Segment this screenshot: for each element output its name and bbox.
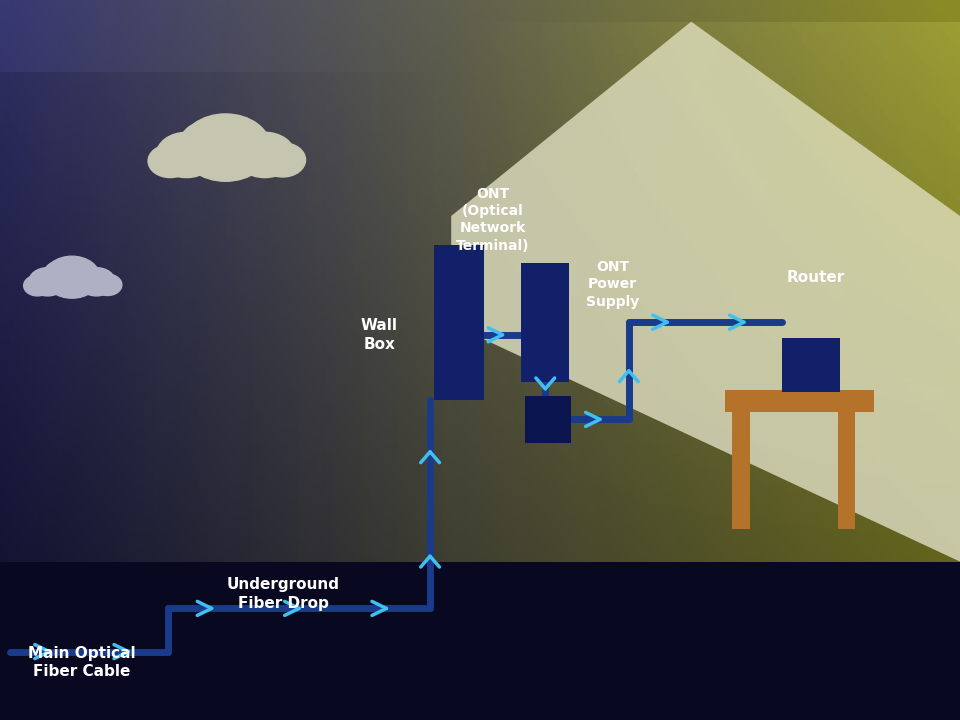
Circle shape	[180, 114, 271, 181]
Circle shape	[29, 268, 66, 296]
Circle shape	[260, 143, 305, 177]
Bar	[434, 245, 484, 400]
Circle shape	[24, 275, 51, 296]
Circle shape	[44, 261, 78, 286]
Bar	[782, 338, 840, 392]
Bar	[0, 562, 960, 720]
Circle shape	[148, 145, 192, 178]
Bar	[525, 396, 571, 443]
Bar	[521, 263, 569, 382]
Circle shape	[78, 268, 115, 296]
Polygon shape	[451, 22, 960, 562]
Text: ONT
Power
Supply: ONT Power Supply	[586, 260, 639, 309]
Circle shape	[218, 125, 269, 163]
Circle shape	[44, 256, 100, 298]
Bar	[732, 412, 750, 529]
Text: Underground
Fiber Drop: Underground Fiber Drop	[227, 577, 340, 611]
Text: Main Optical
Fiber Cable: Main Optical Fiber Cable	[28, 646, 135, 679]
Circle shape	[180, 121, 234, 162]
Circle shape	[93, 274, 122, 295]
Circle shape	[156, 132, 217, 178]
Circle shape	[234, 132, 295, 178]
Bar	[725, 390, 874, 412]
Text: Router: Router	[787, 270, 845, 284]
Circle shape	[67, 263, 99, 287]
Bar	[838, 412, 855, 529]
Text: ONT
(Optical
Network
Terminal): ONT (Optical Network Terminal)	[456, 186, 529, 253]
Text: Wall
Box: Wall Box	[361, 318, 397, 351]
